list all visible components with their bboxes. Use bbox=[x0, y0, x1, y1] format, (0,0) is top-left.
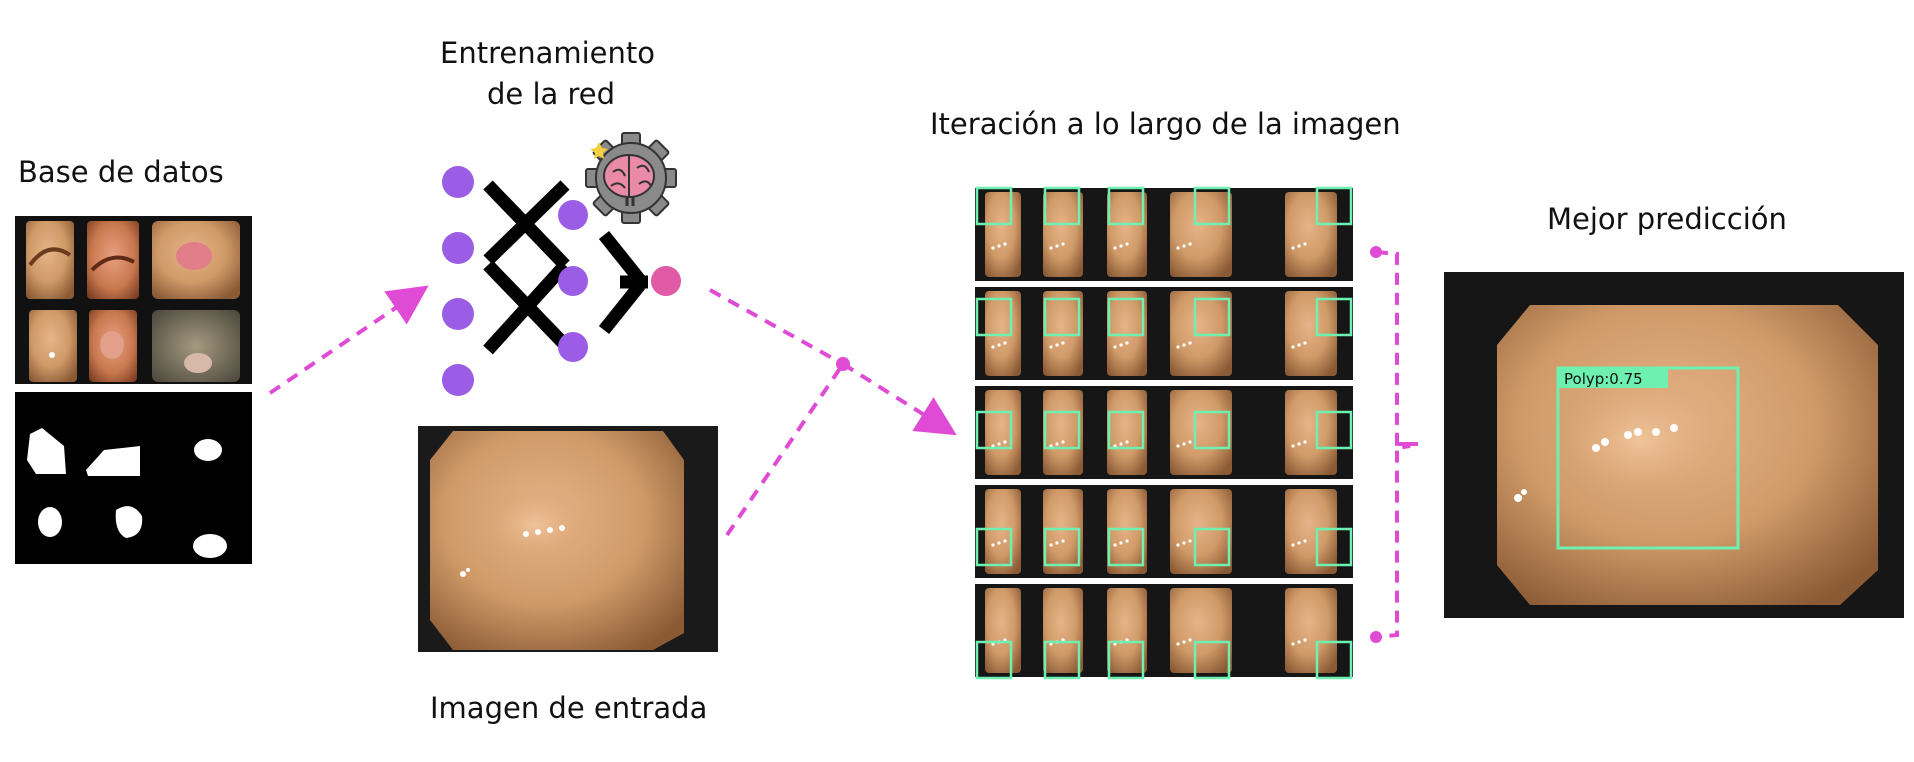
arrow-database-to-network bbox=[268, 285, 429, 395]
database-thumbnail bbox=[26, 221, 74, 299]
window-thumbnail bbox=[1285, 192, 1337, 277]
sliding-window-box bbox=[1043, 527, 1081, 567]
arrow-network-to-junction bbox=[709, 288, 844, 366]
arrow-junction bbox=[836, 357, 850, 371]
bracket-dot bbox=[1370, 631, 1382, 643]
database-label: Base de datos bbox=[18, 155, 224, 189]
database-mask-grid bbox=[15, 392, 252, 564]
window-thumbnail bbox=[1107, 291, 1147, 376]
arrow-junction-to-grid bbox=[841, 362, 957, 436]
sliding-window-grid bbox=[975, 186, 1353, 680]
sliding-window-box bbox=[975, 640, 1013, 680]
input-node bbox=[442, 166, 474, 198]
window-thumbnail bbox=[1170, 192, 1232, 277]
sliding-window-box bbox=[1193, 297, 1231, 337]
sliding-window-box bbox=[1193, 640, 1231, 680]
database-thumbnail bbox=[87, 221, 139, 299]
window-thumbnail bbox=[1170, 390, 1232, 475]
window-thumbnail bbox=[1285, 489, 1337, 574]
sliding-window-box bbox=[1315, 186, 1353, 226]
window-thumbnail bbox=[1170, 588, 1232, 673]
neural-network bbox=[442, 166, 681, 396]
sliding-window-box bbox=[1315, 297, 1353, 337]
input-image bbox=[418, 426, 718, 652]
window-thumbnail bbox=[1043, 588, 1083, 673]
training-label-line1: Entrenamiento bbox=[440, 36, 655, 70]
iteration-label: Iteración a lo largo de la imagen bbox=[930, 107, 1401, 141]
window-thumbnail bbox=[1043, 489, 1083, 574]
best-prediction-image: Polyp:0.75 bbox=[1444, 272, 1904, 618]
sliding-window-box bbox=[1315, 410, 1353, 450]
input-node bbox=[442, 364, 474, 396]
arrow-input-to-junction bbox=[725, 362, 845, 537]
sliding-window-box bbox=[1043, 640, 1081, 680]
network-connections bbox=[483, 180, 648, 355]
sliding-window-box bbox=[1043, 410, 1081, 450]
sliding-window-box bbox=[1315, 527, 1353, 567]
hidden-node bbox=[558, 200, 588, 230]
brain-gear-icon bbox=[585, 132, 677, 224]
brain-icon bbox=[603, 154, 655, 206]
sliding-window-box bbox=[1107, 410, 1145, 450]
input-node bbox=[442, 298, 474, 330]
output-node bbox=[651, 266, 681, 296]
window-thumbnail bbox=[1107, 192, 1147, 277]
sliding-window-box bbox=[1043, 297, 1081, 337]
flow-arrows bbox=[268, 285, 957, 537]
window-thumbnail bbox=[985, 489, 1021, 574]
sliding-window-box bbox=[975, 527, 1013, 567]
sliding-window-box bbox=[975, 186, 1013, 226]
window-thumbnail bbox=[1107, 588, 1147, 673]
window-thumbnail bbox=[985, 588, 1021, 673]
detection-label: Polyp:0.75 bbox=[1564, 370, 1643, 388]
database-thumbnail bbox=[29, 310, 77, 382]
sliding-window-box bbox=[975, 410, 1013, 450]
database-image-grid bbox=[15, 216, 252, 384]
best-prediction-label: Mejor predicción bbox=[1547, 202, 1787, 236]
window-row bbox=[975, 287, 1353, 380]
sliding-window-box bbox=[1193, 186, 1231, 226]
hidden-node bbox=[558, 332, 588, 362]
sliding-window-box bbox=[1107, 186, 1145, 226]
sliding-window-box bbox=[1107, 640, 1145, 680]
sliding-window-box bbox=[1043, 186, 1081, 226]
hidden-node bbox=[558, 266, 588, 296]
window-row bbox=[975, 386, 1353, 479]
sliding-window-box bbox=[975, 297, 1013, 337]
window-thumbnail bbox=[1043, 291, 1083, 376]
window-row bbox=[975, 485, 1353, 578]
window-thumbnail bbox=[985, 192, 1021, 277]
input-image-label: Imagen de entrada bbox=[430, 691, 708, 725]
window-thumbnail bbox=[1285, 291, 1337, 376]
sliding-window-box bbox=[1315, 640, 1353, 680]
training-label-line2: de la red bbox=[487, 77, 616, 111]
window-thumbnail bbox=[1170, 489, 1232, 574]
window-thumbnail bbox=[1285, 390, 1337, 475]
window-thumbnail bbox=[1170, 291, 1232, 376]
window-row bbox=[975, 186, 1353, 281]
window-thumbnail bbox=[1043, 192, 1083, 277]
window-thumbnail bbox=[985, 390, 1021, 475]
window-row bbox=[975, 584, 1353, 680]
input-node bbox=[442, 232, 474, 264]
sliding-window-box bbox=[1107, 297, 1145, 337]
window-thumbnail bbox=[985, 291, 1021, 376]
window-thumbnail bbox=[1107, 489, 1147, 574]
window-thumbnail bbox=[1285, 588, 1337, 673]
window-thumbnail bbox=[1043, 390, 1083, 475]
bracket-dot bbox=[1370, 246, 1382, 258]
database-thumbnail bbox=[152, 310, 240, 382]
sliding-window-box bbox=[1107, 527, 1145, 567]
window-thumbnail bbox=[1107, 390, 1147, 475]
sliding-window-box bbox=[1193, 527, 1231, 567]
detection-tag bbox=[1558, 368, 1668, 388]
sliding-window-box bbox=[1193, 410, 1231, 450]
sparkle-icon bbox=[590, 142, 608, 159]
